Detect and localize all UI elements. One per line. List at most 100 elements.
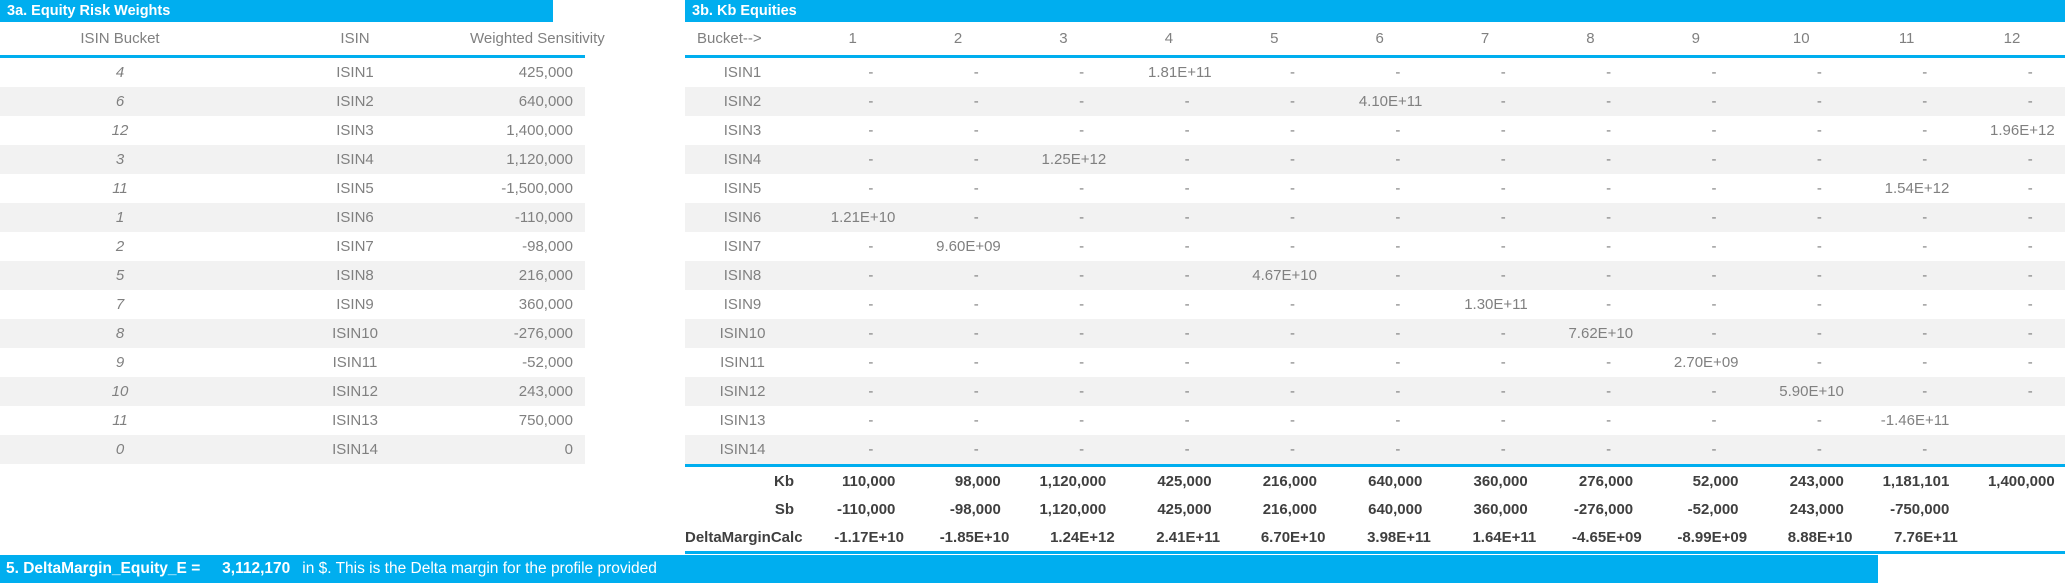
matrix-cell[interactable]: - (1711, 93, 1717, 110)
delta-margin-description[interactable]: in $. This is the Delta margin for the p… (302, 560, 657, 577)
matrix-cell[interactable]: - (1079, 325, 1085, 342)
summary-cell[interactable]: -8.99E+09 (1677, 528, 1748, 546)
summary-cell[interactable]: 6.70E+10 (1260, 528, 1326, 546)
matrix-cell[interactable]: - (1816, 209, 1822, 226)
matrix-cell[interactable]: - (1395, 325, 1401, 342)
matrix-cell[interactable]: - (1816, 412, 1822, 429)
matrix-cell[interactable]: - (1711, 238, 1717, 255)
row-label[interactable]: ISIN13 (719, 412, 766, 429)
matrix-cell[interactable]: - (1184, 238, 1190, 255)
summary-cell[interactable] (1968, 523, 2065, 551)
matrix-cell[interactable]: 1.96E+12 (1990, 122, 2055, 139)
isin-cell[interactable]: ISIN5 (336, 180, 374, 197)
matrix-cell[interactable]: - (973, 354, 979, 371)
summary-cell[interactable] (1959, 495, 2064, 523)
matrix-cell[interactable]: - (973, 151, 979, 168)
matrix-cell[interactable]: - (1711, 441, 1717, 458)
matrix-cell[interactable]: - (1606, 209, 1612, 226)
matrix-cell[interactable]: 4.10E+11 (1358, 93, 1423, 110)
matrix-cell[interactable]: - (1289, 383, 1295, 400)
matrix-cell[interactable]: - (1816, 238, 1822, 255)
matrix-cell[interactable]: - (1606, 441, 1612, 458)
matrix-cell[interactable]: - (868, 441, 874, 458)
matrix-cell[interactable]: - (1816, 441, 1822, 458)
matrix-cell[interactable]: 9.60E+09 (936, 238, 1001, 255)
summary-cell[interactable]: 243,000 (1789, 500, 1844, 518)
summary-cell[interactable]: 1,120,000 (1039, 472, 1107, 490)
isin-bucket-cell[interactable]: 8 (115, 325, 125, 342)
summary-cell[interactable]: -110,000 (837, 500, 896, 518)
matrix-cell[interactable]: 1.81E+11 (1148, 64, 1212, 81)
matrix-cell[interactable]: 4.67E+10 (1252, 267, 1317, 284)
row-label[interactable]: ISIN3 (723, 122, 762, 139)
matrix-cell[interactable]: - (973, 267, 979, 284)
matrix-cell[interactable]: - (1079, 383, 1085, 400)
matrix-cell[interactable]: - (1184, 209, 1190, 226)
matrix-cell[interactable]: - (1079, 180, 1085, 197)
matrix-cell[interactable]: - (868, 122, 874, 139)
summary-label[interactable]: Sb (774, 500, 794, 518)
isin-bucket-cell[interactable]: 0 (115, 441, 125, 458)
matrix-cell[interactable]: - (1500, 238, 1506, 255)
matrix-cell[interactable]: - (1289, 325, 1295, 342)
matrix-cell[interactable]: - (1922, 354, 1928, 371)
matrix-cell[interactable]: - (973, 93, 979, 110)
matrix-cell[interactable]: - (1079, 64, 1085, 81)
matrix-cell[interactable]: - (868, 267, 874, 284)
matrix-cell[interactable]: - (1606, 64, 1612, 81)
matrix-cell[interactable]: - (1184, 325, 1190, 342)
isin-cell[interactable]: ISIN3 (336, 122, 374, 139)
matrix-cell[interactable]: - (1500, 64, 1506, 81)
matrix-cell[interactable]: - (1184, 93, 1190, 110)
weighted-sensitivity-cell[interactable]: 0 (564, 441, 573, 458)
column-header-isin-bucket[interactable]: ISIN Bucket (80, 30, 160, 47)
matrix-cell[interactable]: - (1395, 441, 1401, 458)
summary-cell[interactable]: 2.41E+11 (1156, 528, 1221, 546)
matrix-cell[interactable]: - (868, 354, 874, 371)
row-label[interactable]: ISIN5 (723, 180, 762, 197)
matrix-cell[interactable]: -1.46E+11 (1880, 412, 1950, 429)
matrix-cell[interactable]: - (1289, 122, 1295, 139)
matrix-cell[interactable]: - (1606, 267, 1612, 284)
matrix-cell[interactable]: - (973, 412, 979, 429)
matrix-cell[interactable]: - (2027, 64, 2033, 81)
matrix-cell[interactable]: - (1500, 122, 1506, 139)
matrix-cell[interactable]: - (1816, 180, 1822, 197)
matrix-cell[interactable]: - (1395, 238, 1401, 255)
row-label[interactable]: ISIN4 (723, 151, 762, 168)
matrix-cell[interactable]: - (868, 296, 874, 313)
matrix-cell[interactable]: - (2027, 180, 2033, 197)
matrix-cell[interactable]: - (1606, 93, 1612, 110)
weighted-sensitivity-cell[interactable]: 216,000 (518, 267, 573, 284)
matrix-cell[interactable]: - (1184, 151, 1190, 168)
matrix-cell[interactable]: - (1922, 209, 1928, 226)
matrix-cell[interactable]: - (1922, 267, 1928, 284)
matrix-cell[interactable]: - (1606, 180, 1612, 197)
matrix-cell[interactable]: - (1289, 412, 1295, 429)
matrix-cell[interactable]: - (1711, 64, 1717, 81)
matrix-cell[interactable]: - (2027, 151, 2033, 168)
matrix-cell[interactable]: - (1711, 383, 1717, 400)
summary-cell[interactable]: 243,000 (1789, 472, 1844, 490)
matrix-cell[interactable]: - (1184, 354, 1190, 371)
summary-cell[interactable]: 52,000 (1692, 472, 1739, 490)
matrix-cell[interactable]: - (1711, 325, 1717, 342)
matrix-cell[interactable]: - (1184, 267, 1190, 284)
matrix-cell[interactable]: - (1922, 325, 1928, 342)
summary-cell[interactable]: 360,000 (1473, 500, 1528, 518)
column-header-bucket-10[interactable]: 10 (1792, 30, 1810, 47)
matrix-cell[interactable]: - (2027, 325, 2033, 342)
matrix-cell[interactable]: - (973, 325, 979, 342)
delta-margin-label[interactable]: 5. DeltaMargin_Equity_E = (6, 560, 201, 577)
matrix-cell[interactable]: - (1289, 441, 1295, 458)
matrix-cell[interactable]: - (973, 180, 979, 197)
isin-bucket-cell[interactable]: 3 (115, 151, 125, 168)
summary-cell[interactable]: 640,000 (1368, 472, 1423, 490)
matrix-cell[interactable]: - (1500, 151, 1506, 168)
matrix-cell[interactable]: - (1816, 325, 1822, 342)
kb-equities-title[interactable]: 3b. Kb Equities (685, 0, 2065, 22)
column-header-bucket-2[interactable]: 2 (953, 30, 963, 47)
isin-bucket-cell[interactable]: 5 (115, 267, 125, 284)
matrix-cell[interactable]: - (2027, 296, 2033, 313)
matrix-cell[interactable]: - (1816, 354, 1822, 371)
